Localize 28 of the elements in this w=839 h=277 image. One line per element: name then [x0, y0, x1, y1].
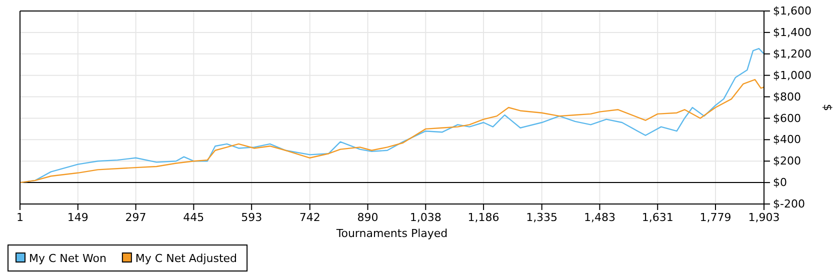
x-tick-label: 1,335: [526, 210, 558, 224]
y-tick-label: $400: [773, 133, 801, 146]
legend-label: My C Net Won: [29, 252, 106, 265]
x-tick-label: 1: [16, 210, 24, 224]
y-tick-label: $-200: [773, 198, 805, 211]
y-tick-label: $1,200: [773, 47, 812, 60]
x-tick-label: 1,186: [468, 210, 500, 224]
x-tick-label: 1,631: [642, 210, 674, 224]
y-tick-label: $0: [773, 176, 787, 190]
legend-label: My C Net Adjusted: [135, 252, 238, 265]
y-tick-label: $1,400: [773, 26, 812, 39]
y-tick-label: $200: [773, 154, 801, 168]
y-tick-label: $800: [773, 90, 801, 104]
x-tick-label: 297: [125, 210, 146, 224]
x-tick-label: 742: [299, 210, 320, 224]
y-tick-label: $1,000: [773, 68, 812, 82]
x-tick-label: 1,483: [584, 210, 616, 224]
x-tick-label: 1,903: [748, 210, 780, 224]
x-tick-label: 149: [67, 210, 88, 224]
y-tick-label: $600: [773, 112, 801, 125]
y-tick-label: $1,600: [773, 4, 812, 18]
x-tick-label: 445: [183, 210, 204, 224]
x-tick-label: 1,038: [410, 210, 442, 224]
x-axis-title: Tournaments Played: [335, 227, 448, 240]
x-tick-label: 890: [357, 210, 378, 224]
x-tick-label: 1,779: [700, 210, 732, 224]
x-tick-label: 593: [241, 210, 262, 224]
y-axis-title: $: [821, 104, 834, 111]
